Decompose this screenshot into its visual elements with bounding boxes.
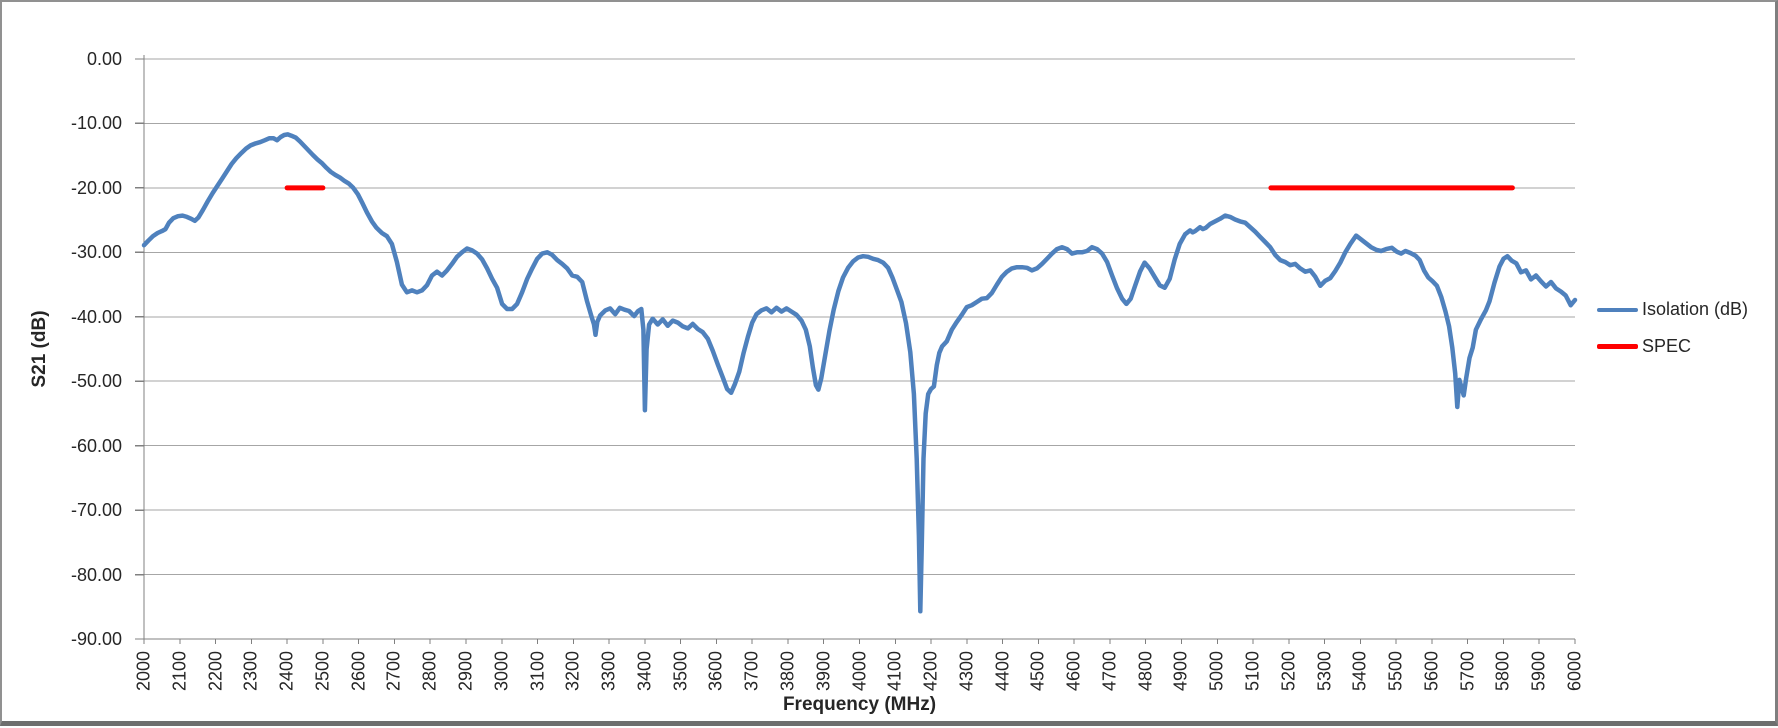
y-tick-label: -90.00 [70, 629, 122, 649]
x-tick-label: 4400 [992, 650, 1013, 692]
x-tick-label: 4200 [920, 650, 941, 692]
spec-line-sample-icon [1597, 344, 1638, 349]
legend-item-isolation: Isolation (dB) [1597, 291, 1748, 328]
x-tick-label: 3700 [741, 650, 762, 692]
isolation-series-line [141, 132, 1578, 614]
isolation-line-sample-icon [1597, 307, 1638, 312]
x-tick-label: 3000 [491, 650, 512, 692]
y-tick-label: -70.00 [70, 500, 122, 521]
x-tick-label: 5500 [1385, 650, 1406, 692]
x-tick-label: 4000 [849, 650, 869, 692]
x-tick-label: 4100 [884, 650, 905, 692]
x-tick-label: 3300 [598, 650, 619, 692]
x-tick-label: 5900 [1528, 650, 1549, 692]
x-tick-label: 5600 [1421, 650, 1442, 692]
x-tick-label: 3500 [670, 650, 691, 692]
x-tick-label: 4800 [1135, 650, 1156, 692]
x-tick-label: 5000 [1206, 650, 1227, 692]
y-axis-title: S21 (dB) [29, 310, 50, 388]
x-tick-label: 5300 [1314, 650, 1335, 692]
x-tick-label: 2200 [205, 650, 226, 692]
x-tick-label: 2900 [455, 650, 476, 692]
x-tick-label: 5400 [1349, 650, 1370, 692]
x-tick-label: 3400 [634, 650, 655, 692]
y-tick-label: -40.00 [70, 306, 122, 327]
x-tick-label: 4900 [1170, 650, 1191, 692]
x-tick-label: 5200 [1278, 650, 1299, 692]
x-tick-label: 4500 [1027, 650, 1048, 692]
x-tick-label: 2500 [312, 650, 333, 692]
x-tick-label: 4600 [1063, 650, 1084, 692]
x-tick-label: 5800 [1492, 650, 1513, 692]
legend: Isolation (dB) SPEC [1597, 291, 1748, 365]
x-axis-title: Frequency (MHz) [782, 694, 937, 715]
y-tick-label: -10.00 [70, 113, 122, 134]
legend-item-spec: SPEC [1597, 328, 1748, 365]
x-tick-label: 2400 [276, 650, 297, 692]
x-tick-label: 2600 [348, 650, 369, 692]
x-tick-label: 5100 [1242, 650, 1263, 692]
x-tick-label: 4700 [1099, 650, 1120, 692]
x-tick-label: 2000 [133, 650, 154, 692]
x-tick-label: 2100 [169, 650, 190, 692]
x-tick-label: 4300 [956, 650, 977, 692]
x-tick-label: 3100 [527, 650, 548, 692]
x-tick-label: 3900 [813, 650, 834, 692]
legend-label-spec: SPEC [1642, 336, 1692, 356]
x-tick-label: 3200 [562, 650, 583, 692]
x-tick-label: 6000 [1564, 650, 1585, 692]
x-tick-label: 2800 [419, 650, 440, 692]
y-tick-label: 0.00 [86, 49, 122, 69]
y-tick-label: -60.00 [70, 435, 122, 456]
legend-label-isolation: Isolation (dB) [1642, 299, 1749, 319]
x-tick-label: 3800 [777, 650, 798, 692]
y-tick-label: -20.00 [70, 177, 122, 198]
y-tick-label: -80.00 [70, 564, 122, 585]
x-tick-label: 3600 [705, 650, 726, 692]
x-tick-label: 2300 [240, 650, 261, 692]
x-tick-label: 2700 [383, 650, 404, 692]
y-tick-label: -50.00 [70, 371, 122, 392]
x-tick-label: 5700 [1457, 650, 1478, 692]
y-tick-label: -30.00 [70, 242, 122, 263]
